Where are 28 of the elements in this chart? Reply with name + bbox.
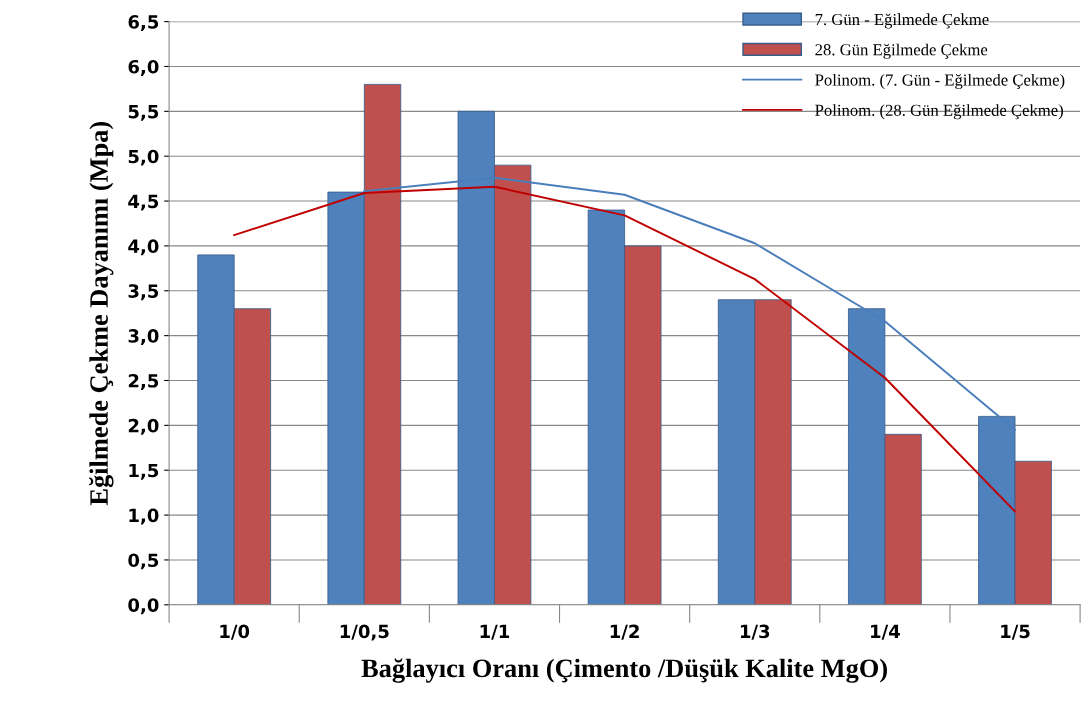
line-series [233,185,1016,513]
y-tick-label: 5,5 [128,105,159,121]
y-tick-label: 5,0 [128,149,159,166]
x-tick-label: 1/0 [220,624,250,640]
y-tick-label: 6,0 [128,59,159,76]
y-tick-label: 3,5 [128,284,159,301]
y-tick-label: 1,5 [129,463,159,480]
legend-label: Polinom. (7. Gün - Eğilmede Çekme) [815,73,1065,90]
x-tick-label: 1/0,5 [340,624,389,641]
y-tick-label: 3,0 [128,329,159,346]
x-tick-label: 1/1 [480,624,510,640]
y-tick-label: 0,5 [128,553,159,570]
x-axis-title: Bağlayıcı Oranı (Çimento /Düşük Kalite MgO) [361,658,887,683]
y-tick-label: 4,5 [128,194,159,211]
x-tick-label: 1/3 [740,624,770,640]
y-tick-label: 6,5 [128,15,159,32]
x-tick-label: 1/5 [1001,624,1030,640]
y-tick-label: 2,0 [128,418,159,435]
y-tick-label: 2,5 [128,373,159,390]
y-tick-label: 4,0 [128,239,159,256]
legend-label: Polinom. (28. Gün Eğilmede Çekme) [815,104,1063,120]
legend-label: 7. Gün - Eğilmede Çekme [815,13,989,29]
x-tick-label: 1/4 [871,624,900,640]
y-tick-label: 1,0 [129,508,159,525]
legend-label: 28. Gün Eğilmede Çekme [815,43,988,59]
y-axis-title: Eğilmede Çekme Dayanımı (Mpa) [89,121,114,506]
x-tick-label: 1/2 [610,624,639,640]
y-tick-label: 0,0 [128,598,159,615]
